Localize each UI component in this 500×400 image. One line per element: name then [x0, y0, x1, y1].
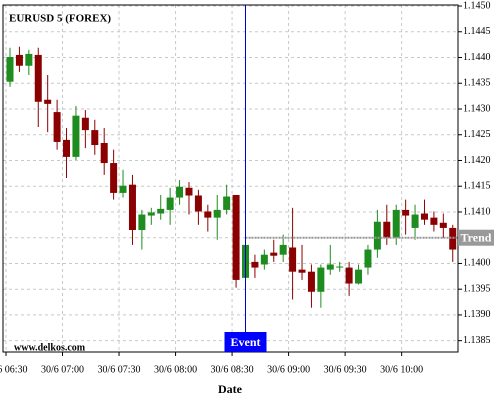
candle-body — [176, 186, 184, 198]
candle-body — [383, 221, 391, 238]
candle-body — [63, 139, 71, 157]
chart-title: EURUSD 5 (FOREX) — [9, 13, 111, 25]
candle-body — [251, 261, 259, 268]
candle-body — [364, 249, 372, 268]
trend-label-box — [458, 229, 494, 246]
candle-body — [15, 54, 23, 66]
trend-label: Trend — [461, 230, 492, 244]
candle-body — [34, 54, 42, 102]
y-tick-label: 1.1400 — [463, 258, 491, 269]
x-tick-label: 30/6 08:30 — [211, 364, 254, 375]
y-tick-label: 1.1425 — [463, 129, 491, 140]
candle-body — [392, 209, 400, 238]
candle-body — [194, 195, 202, 212]
candle-body — [128, 184, 136, 230]
candle-body — [147, 212, 155, 216]
candle-body — [119, 185, 127, 193]
candle-body — [345, 267, 353, 284]
x-tick-label: 30/6 09:00 — [267, 364, 310, 375]
y-tick-label: 1.1430 — [463, 103, 491, 114]
candle-body — [166, 197, 174, 210]
candle-body — [6, 56, 14, 82]
candle-body — [270, 252, 278, 256]
x-tick-label: 30/6 10:00 — [380, 364, 423, 375]
candle-body — [81, 117, 89, 131]
candle-body — [138, 214, 146, 230]
y-tick-label: 1.1420 — [463, 155, 491, 166]
y-tick-label: 1.1445 — [463, 26, 491, 37]
axes: 1.1450 1.1445 1.1440 1.1435 1.1430 1.1425 1.14… — [0, 0, 494, 375]
candle-body — [439, 222, 447, 228]
candle-body — [430, 217, 438, 225]
event-box — [224, 332, 267, 352]
candle-body — [373, 221, 381, 250]
y-tick-label: 1.1450 — [463, 0, 491, 11]
candle-body — [223, 196, 231, 210]
candle-body — [232, 194, 240, 280]
candle-body — [307, 271, 315, 292]
candle-body — [355, 269, 363, 284]
candle-body — [185, 187, 193, 196]
candle-body — [260, 254, 268, 265]
candle-body — [420, 213, 428, 220]
candle-body — [72, 115, 80, 157]
candle-body — [204, 211, 212, 218]
y-tick-label: 1.1395 — [463, 283, 491, 294]
y-tick-label: 1.1440 — [463, 52, 491, 63]
y-tick-label: 1.1390 — [463, 309, 491, 320]
candle-body — [317, 267, 325, 292]
event-label: Event — [231, 335, 261, 349]
candle-body — [326, 264, 334, 270]
y-tick-label: 1.1415 — [463, 181, 491, 192]
x-axis-label: Date — [218, 382, 243, 396]
candle-body — [336, 266, 344, 268]
y-tick-label: 1.1410 — [463, 206, 491, 217]
candle-body — [402, 209, 410, 216]
candle-body — [289, 247, 297, 272]
candle-body — [279, 244, 287, 255]
candle-body — [157, 208, 165, 214]
candle-body — [44, 99, 52, 104]
x-tick-label: 30/6 07:00 — [41, 364, 84, 375]
x-tick-label: 30/6 08:00 — [154, 364, 197, 375]
x-tick-label: 30/6 06:30 — [0, 364, 28, 375]
y-tick-label: 1.1435 — [463, 78, 491, 89]
candle-body — [298, 269, 306, 273]
candle-body — [411, 214, 419, 228]
candle-body — [100, 142, 108, 164]
candle-body — [449, 227, 457, 250]
candle-body — [91, 130, 99, 146]
candle-body — [53, 112, 61, 142]
watermark: www.delkos.com — [14, 342, 86, 353]
candle-body — [25, 53, 33, 66]
candle-body — [213, 209, 221, 218]
candle-body — [110, 163, 118, 193]
x-tick-label: 30/6 07:30 — [98, 364, 141, 375]
y-tick-label: 1.1385 — [463, 335, 491, 346]
x-tick-label: 30/6 09:30 — [324, 364, 367, 375]
